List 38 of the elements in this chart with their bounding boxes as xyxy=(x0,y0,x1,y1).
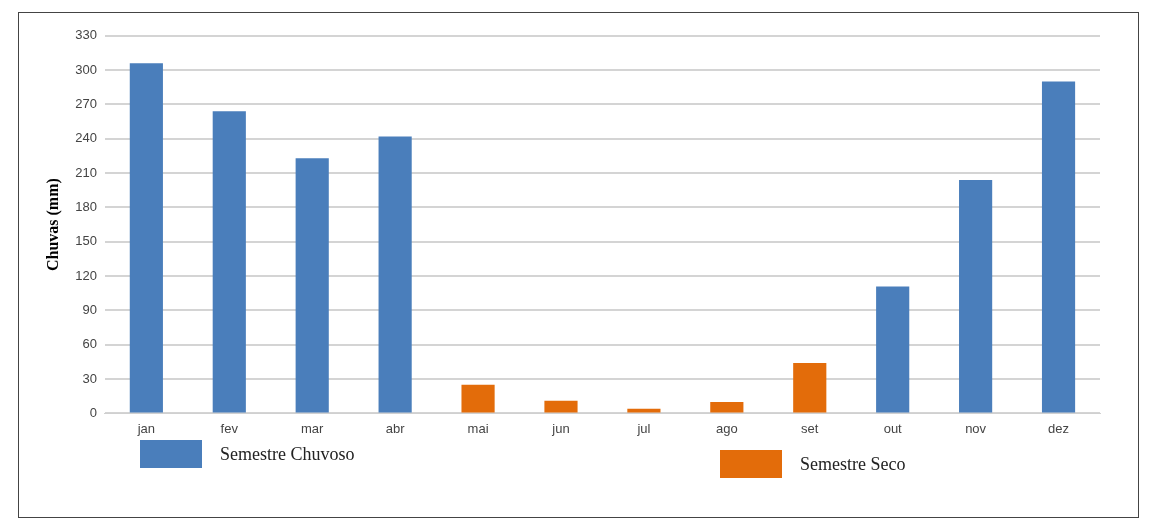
legend-label: Semestre Seco xyxy=(800,453,906,475)
bar xyxy=(544,400,578,413)
x-tick-label: fev xyxy=(220,420,239,436)
bar xyxy=(378,136,412,413)
y-tick-label: 270 xyxy=(75,96,97,112)
y-tick-label: 330 xyxy=(75,27,97,43)
y-tick-label: 120 xyxy=(75,267,97,283)
x-tick-label: mai xyxy=(467,420,489,436)
bar xyxy=(295,158,329,413)
bar xyxy=(129,63,163,413)
bar xyxy=(1041,81,1076,413)
legend-label: Semestre Chuvoso xyxy=(220,443,355,465)
bar xyxy=(710,401,744,413)
y-tick-label: 150 xyxy=(75,233,97,249)
y-tick-label: 300 xyxy=(75,61,97,77)
bar xyxy=(793,363,827,413)
y-tick-label: 240 xyxy=(75,130,97,146)
x-tick-label: ago xyxy=(715,420,738,436)
y-tick-label: 0 xyxy=(89,404,97,420)
bar xyxy=(461,384,495,413)
x-tick-label: abr xyxy=(385,420,406,436)
x-tick-label: jun xyxy=(551,420,570,436)
y-tick-label: 180 xyxy=(75,199,97,215)
x-tick-label: nov xyxy=(965,420,987,436)
x-tick-label: out xyxy=(883,420,903,436)
x-tick-label: set xyxy=(801,420,819,436)
y-tick-label: 30 xyxy=(82,370,97,386)
bar xyxy=(959,179,993,413)
x-tick-label: jan xyxy=(136,420,156,436)
x-tick-label: mar xyxy=(301,420,325,436)
y-tick-label: 90 xyxy=(82,302,97,317)
y-tick-label: 60 xyxy=(82,336,97,352)
x-tick-label: jul xyxy=(636,420,651,436)
y-axis-title: Chuvas (mm) xyxy=(43,178,62,272)
bar xyxy=(212,111,246,413)
x-tick-label: dez xyxy=(1048,420,1070,436)
y-tick-label: 210 xyxy=(75,164,97,180)
bar xyxy=(876,286,910,413)
